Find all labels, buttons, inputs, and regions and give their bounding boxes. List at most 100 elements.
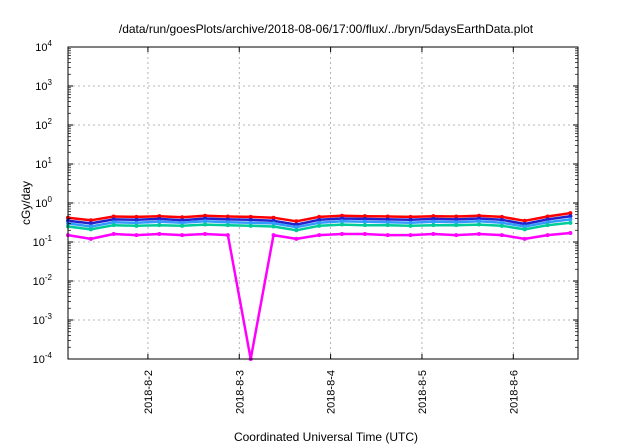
data-point (499, 217, 504, 222)
y-tick-label: 10-3 (33, 312, 53, 327)
data-point (88, 218, 93, 223)
data-point (248, 217, 253, 222)
data-point (180, 223, 185, 228)
data-point (180, 215, 185, 220)
data-point (454, 223, 459, 228)
data-point (88, 236, 93, 241)
data-point (385, 217, 390, 222)
data-point (271, 221, 276, 226)
x-tick-label: 2018-8-2 (143, 370, 155, 414)
data-point (454, 214, 459, 219)
data-point (545, 217, 550, 222)
data-point (180, 220, 185, 225)
data-point (157, 216, 162, 221)
data-point (225, 217, 230, 222)
y-tick-label: 104 (35, 39, 52, 54)
data-point (134, 233, 139, 238)
data-point (568, 231, 573, 236)
data-point (499, 233, 504, 238)
data-point (180, 233, 185, 238)
data-point (88, 227, 93, 232)
data-point (111, 232, 116, 237)
data-point (522, 236, 527, 241)
data-point (408, 214, 413, 219)
data-point (111, 217, 116, 222)
y-tick-label: 10-4 (33, 351, 53, 366)
data-point (385, 214, 390, 219)
data-point (271, 233, 276, 238)
data-point (499, 223, 504, 228)
data-point (294, 228, 299, 233)
data-point (568, 211, 573, 216)
data-point (157, 214, 162, 219)
data-point (111, 214, 116, 219)
y-axis-label: cGy/day (19, 181, 33, 225)
data-point (248, 223, 253, 228)
x-tick-label: 2018-8-6 (508, 370, 520, 414)
y-tick-label: 103 (35, 78, 52, 93)
y-tick-label: 102 (35, 117, 52, 132)
data-point (340, 222, 345, 227)
data-point (134, 223, 139, 228)
x-tick-label: 2018-8-4 (326, 370, 338, 414)
data-point (362, 216, 367, 221)
data-point (477, 219, 482, 224)
data-point (248, 220, 253, 225)
data-point (225, 233, 230, 238)
data-point (385, 220, 390, 225)
data-point (157, 232, 162, 237)
data-point (385, 223, 390, 228)
data-point (408, 217, 413, 222)
data-point (88, 224, 93, 229)
data-point (294, 219, 299, 224)
data-point (499, 220, 504, 225)
data-point (431, 223, 436, 228)
data-point (271, 224, 276, 229)
data-point (545, 214, 550, 219)
chart-title: /data/run/goesPlots/archive/2018-08-06/1… (119, 22, 534, 36)
data-point (225, 223, 230, 228)
data-point (522, 218, 527, 223)
data-point (134, 214, 139, 219)
y-axis: 10-4 10-3 10-2 10-1 100 101 102 103 104 (33, 39, 578, 366)
data-point (362, 232, 367, 237)
data-point (317, 220, 322, 225)
data-point (522, 224, 527, 229)
data-point (431, 232, 436, 237)
data-point (111, 220, 116, 225)
data-point (88, 221, 93, 226)
data-point (134, 217, 139, 222)
data-point (362, 223, 367, 228)
data-point (545, 223, 550, 228)
data-point (294, 236, 299, 241)
data-point (248, 214, 253, 219)
data-point (203, 216, 208, 221)
data-point (568, 220, 573, 225)
data-point (362, 214, 367, 219)
data-point (317, 233, 322, 238)
x-axis: 2018-8-2 2018-8-3 2018-8-4 2018-8-5 2018-8-6 (143, 47, 520, 414)
data-point (203, 222, 208, 227)
x-axis-label: Coordinated Universal Time (UTC) (234, 430, 418, 444)
data-point (385, 233, 390, 238)
data-point (454, 217, 459, 222)
data-point (568, 214, 573, 219)
data-point (545, 220, 550, 225)
data-point (545, 233, 550, 238)
series-line-4 (67, 231, 571, 361)
y-tick-label: 10-1 (33, 234, 53, 249)
data-point (340, 232, 345, 237)
x-tick-label: 2018-8-5 (417, 370, 429, 414)
data-point (362, 219, 367, 224)
data-point (408, 223, 413, 228)
grid (68, 47, 578, 359)
data-point (477, 232, 482, 237)
data-point (294, 225, 299, 230)
data-point (499, 214, 504, 219)
data-point (522, 227, 527, 232)
data-point (568, 217, 573, 222)
data-point (340, 216, 345, 221)
data-point (225, 214, 230, 219)
y-tick-label: 101 (35, 156, 52, 171)
